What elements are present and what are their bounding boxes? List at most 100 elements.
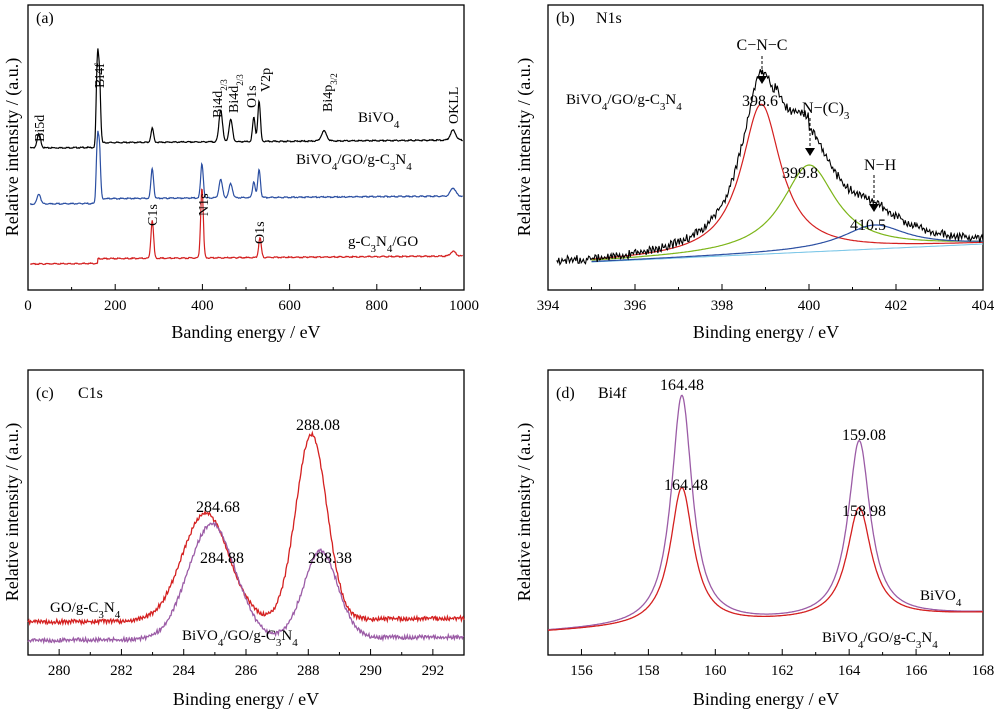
x-tick-label: 160: [704, 663, 727, 679]
arrowhead-cnc: [757, 76, 767, 84]
fit-background-line: [591, 243, 984, 263]
panel-b-x-ticks: 394 396 398 400 402 404: [537, 284, 995, 314]
measured-spectrum-line: [556, 69, 984, 266]
x-tick-label: 398: [711, 298, 734, 314]
series-line-bivo4-go-g-c3n4: [29, 130, 463, 206]
x-tick-label: 168: [972, 663, 995, 679]
peak-label-284-88: 284.88: [200, 550, 244, 567]
x-tick-label: 1000: [449, 298, 479, 314]
x-tick-label: 164: [838, 663, 861, 679]
anno-bi5d: Bi5d: [33, 115, 48, 142]
x-tick-label: 600: [278, 298, 301, 314]
anno-o1s-top: O1s: [245, 85, 260, 108]
peak-label-288-38: 288.38: [308, 550, 352, 567]
x-tick-label: 288: [297, 663, 320, 679]
panel-c: 280 282 284 286 288 290 292 (c) C1s Binding en…: [2, 369, 465, 709]
anno-bi4d-2: Bi4d2/3: [227, 74, 245, 113]
peak-label-164-48-top: 164.48: [660, 377, 704, 394]
series-line-g-c3n4-go: [30, 188, 463, 266]
anno-o1s-bottom: O1s: [253, 221, 268, 244]
panel-a: 0 200 400 600 800 1000 (a) Banding energy / e…: [2, 4, 479, 342]
series-line-bivo4-go-g-c3n4: [27, 521, 465, 645]
anno-bi4p: Bi4p3/2: [321, 73, 339, 112]
panel-d-title: Bi4f: [598, 385, 627, 402]
x-tick-label: 292: [422, 663, 445, 679]
x-tick-label: 402: [885, 298, 908, 314]
anno-n1s: N1s: [197, 193, 212, 216]
x-tick-label: 156: [570, 663, 593, 679]
x-tick-label: 166: [905, 663, 928, 679]
series-line-go-g-c3n4: [27, 430, 465, 627]
x-tick-label: 400: [798, 298, 821, 314]
peak-label-158-98: 158.98: [842, 503, 886, 520]
x-tick-label: 286: [235, 663, 258, 679]
panel-b-tag: (b): [556, 10, 575, 27]
panel-a-tag: (a): [36, 10, 54, 27]
x-tick-label: 280: [48, 663, 71, 679]
panel-b: 394 396 398 400 402 404 (b) N1s Binding energ…: [514, 4, 995, 342]
panel-c-xlabel: Binding energy / eV: [173, 689, 319, 709]
panel-a-series-label-gcn-go: g-C3N4/GO: [348, 234, 418, 255]
fit-component-1: [591, 164, 984, 261]
panel-c-series-label-go-gcn: GO/g-C3N4: [50, 600, 121, 621]
x-tick-label: 200: [104, 298, 127, 314]
peak-label-410-5: 410.5: [850, 217, 886, 234]
x-tick-label: 0: [24, 298, 32, 314]
panel-d-series-label-bivo4: BiVO4: [920, 588, 962, 609]
x-tick-label: 158: [637, 663, 660, 679]
panel-d-frame: [547, 369, 984, 656]
panel-c-x-ticks: 280 282 284 286 288 290 292: [27, 649, 465, 679]
panel-b-series: [556, 69, 984, 266]
panel-d-series: [548, 394, 983, 631]
anno-bi4f: Bi4f: [93, 63, 108, 88]
panel-a-x-ticks: 0 200 400 600 800 1000: [24, 284, 479, 314]
x-tick-label: 282: [110, 663, 133, 679]
peak-label-159-08: 159.08: [842, 427, 886, 444]
x-tick-label: 284: [172, 663, 195, 679]
series-line-bivo4: [548, 394, 983, 631]
anno-v2p: V2p: [259, 68, 274, 92]
bond-label-nh: N−H: [864, 157, 897, 174]
panel-d-series-label-composite: BiVO4/GO/g-C3N4: [822, 630, 938, 651]
fit-component-0: [591, 103, 983, 260]
arrowhead-nh: [869, 204, 879, 212]
x-tick-label: 394: [537, 298, 560, 314]
panel-b-sample-label: BiVO4/GO/g-C3N4: [566, 92, 682, 113]
panel-c-ylabel: Relative intensity / (a.u.): [2, 423, 23, 601]
peak-label-288-08: 288.08: [296, 417, 340, 434]
panel-c-series: [27, 430, 465, 645]
x-tick-label: 400: [191, 298, 214, 314]
panel-a-xlabel: Banding energy / eV: [171, 322, 320, 342]
panel-a-series-label-bivo4: BiVO4: [358, 110, 400, 131]
arrowhead-nc3: [805, 148, 815, 156]
panel-b-title: N1s: [596, 10, 622, 27]
panel-d-ylabel: Relative intensity / (a.u.): [514, 423, 535, 601]
panel-c-tag: (c): [36, 385, 54, 402]
bond-label-nc3: N−(C)3: [802, 100, 850, 122]
panel-d-xlabel: Binding energy / eV: [693, 689, 839, 709]
peak-label-284-68: 284.68: [196, 499, 240, 516]
fit-component-2: [591, 224, 983, 263]
panel-c-series-label-composite: BiVO4/GO/g-C3N4: [182, 628, 298, 649]
panel-d-tag: (d): [556, 385, 575, 402]
series-line-bivo4-go-g-c3n4: [548, 486, 983, 631]
panel-b-ylabel: Relative intensity / (a.u.): [514, 58, 535, 236]
x-tick-label: 404: [972, 298, 995, 314]
series-line-bivo4: [29, 48, 463, 149]
panel-a-series: [29, 48, 463, 266]
panel-c-title: C1s: [78, 385, 103, 402]
x-tick-label: 800: [366, 298, 389, 314]
panel-d-x-ticks: 156 158 160 162 164 166 168: [547, 649, 995, 679]
peak-label-398-6: 398.6: [742, 93, 778, 110]
peak-label-164-48-bottom: 164.48: [664, 477, 708, 494]
x-tick-label: 290: [359, 663, 382, 679]
peak-label-399-8: 399.8: [782, 165, 818, 182]
panel-d: 156 158 160 162 164 166 168 (d) Bi4f Binding e…: [514, 369, 995, 709]
panel-a-series-label-composite: BiVO4/GO/g-C3N4: [296, 152, 412, 173]
panel-a-ylabel: Relative intensity / (a.u.): [2, 58, 23, 236]
anno-okll: OKLL: [447, 87, 462, 124]
x-tick-label: 396: [624, 298, 647, 314]
anno-c1s: C1s: [146, 204, 161, 226]
